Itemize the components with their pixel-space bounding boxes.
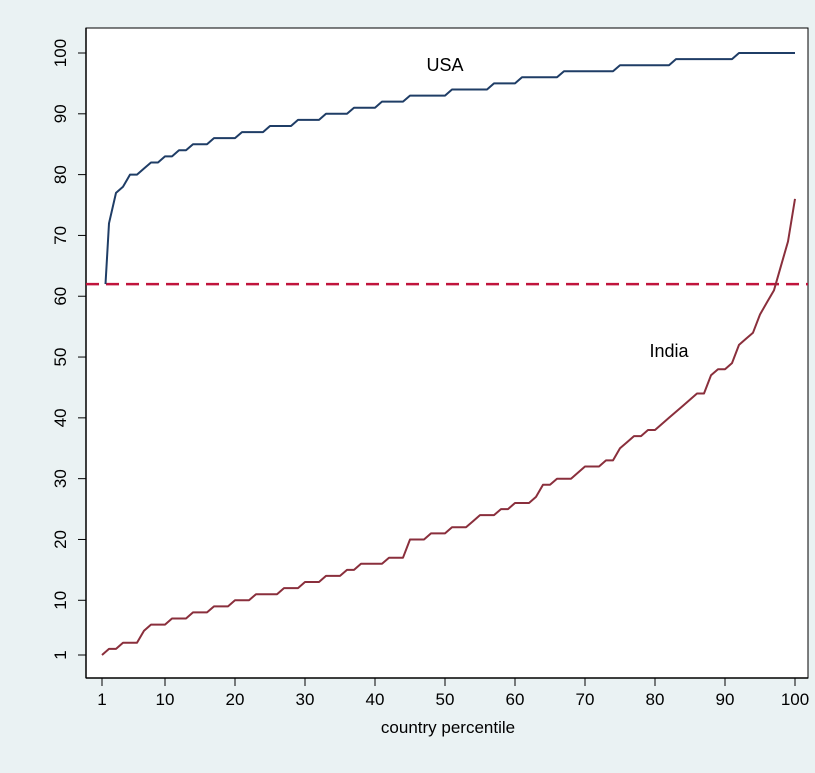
y-tick-label: 100 xyxy=(51,39,70,67)
x-tick-label: 30 xyxy=(296,690,315,709)
x-tick-label: 10 xyxy=(156,690,175,709)
y-tick-label: 20 xyxy=(51,530,70,549)
x-tick-label: 90 xyxy=(716,690,735,709)
x-tick-label: 60 xyxy=(506,690,525,709)
series-label-india: India xyxy=(649,341,689,361)
x-tick-label: 100 xyxy=(781,690,809,709)
x-tick-label: 1 xyxy=(97,690,106,709)
series-lines: USA India xyxy=(101,52,796,656)
y-tick-label: 60 xyxy=(51,287,70,306)
x-tick-label: 40 xyxy=(366,690,385,709)
y-tick-label: 40 xyxy=(51,408,70,427)
plot-area xyxy=(85,27,809,679)
y-ticks: 1 10 20 30 40 50 60 70 80 90 100 xyxy=(51,39,86,660)
x-axis-title: country percentile xyxy=(381,718,515,737)
y-tick-label: 80 xyxy=(51,165,70,184)
x-ticks: 1 10 20 30 40 50 60 70 80 90 100 xyxy=(97,678,809,709)
x-tick-label: 20 xyxy=(226,690,245,709)
y-tick-label: 10 xyxy=(51,591,70,610)
series-line-usa xyxy=(104,52,795,285)
series-label-usa: USA xyxy=(426,55,463,75)
x-tick-label: 80 xyxy=(646,690,665,709)
y-tick-label: 90 xyxy=(51,104,70,123)
y-tick-label: 1 xyxy=(51,650,70,659)
x-tick-label: 70 xyxy=(576,690,595,709)
y-tick-label: 30 xyxy=(51,469,70,488)
y-tick-label: 50 xyxy=(51,348,70,367)
x-tick-label: 50 xyxy=(436,690,455,709)
series-line-india xyxy=(101,198,796,656)
y-tick-label: 70 xyxy=(51,226,70,245)
